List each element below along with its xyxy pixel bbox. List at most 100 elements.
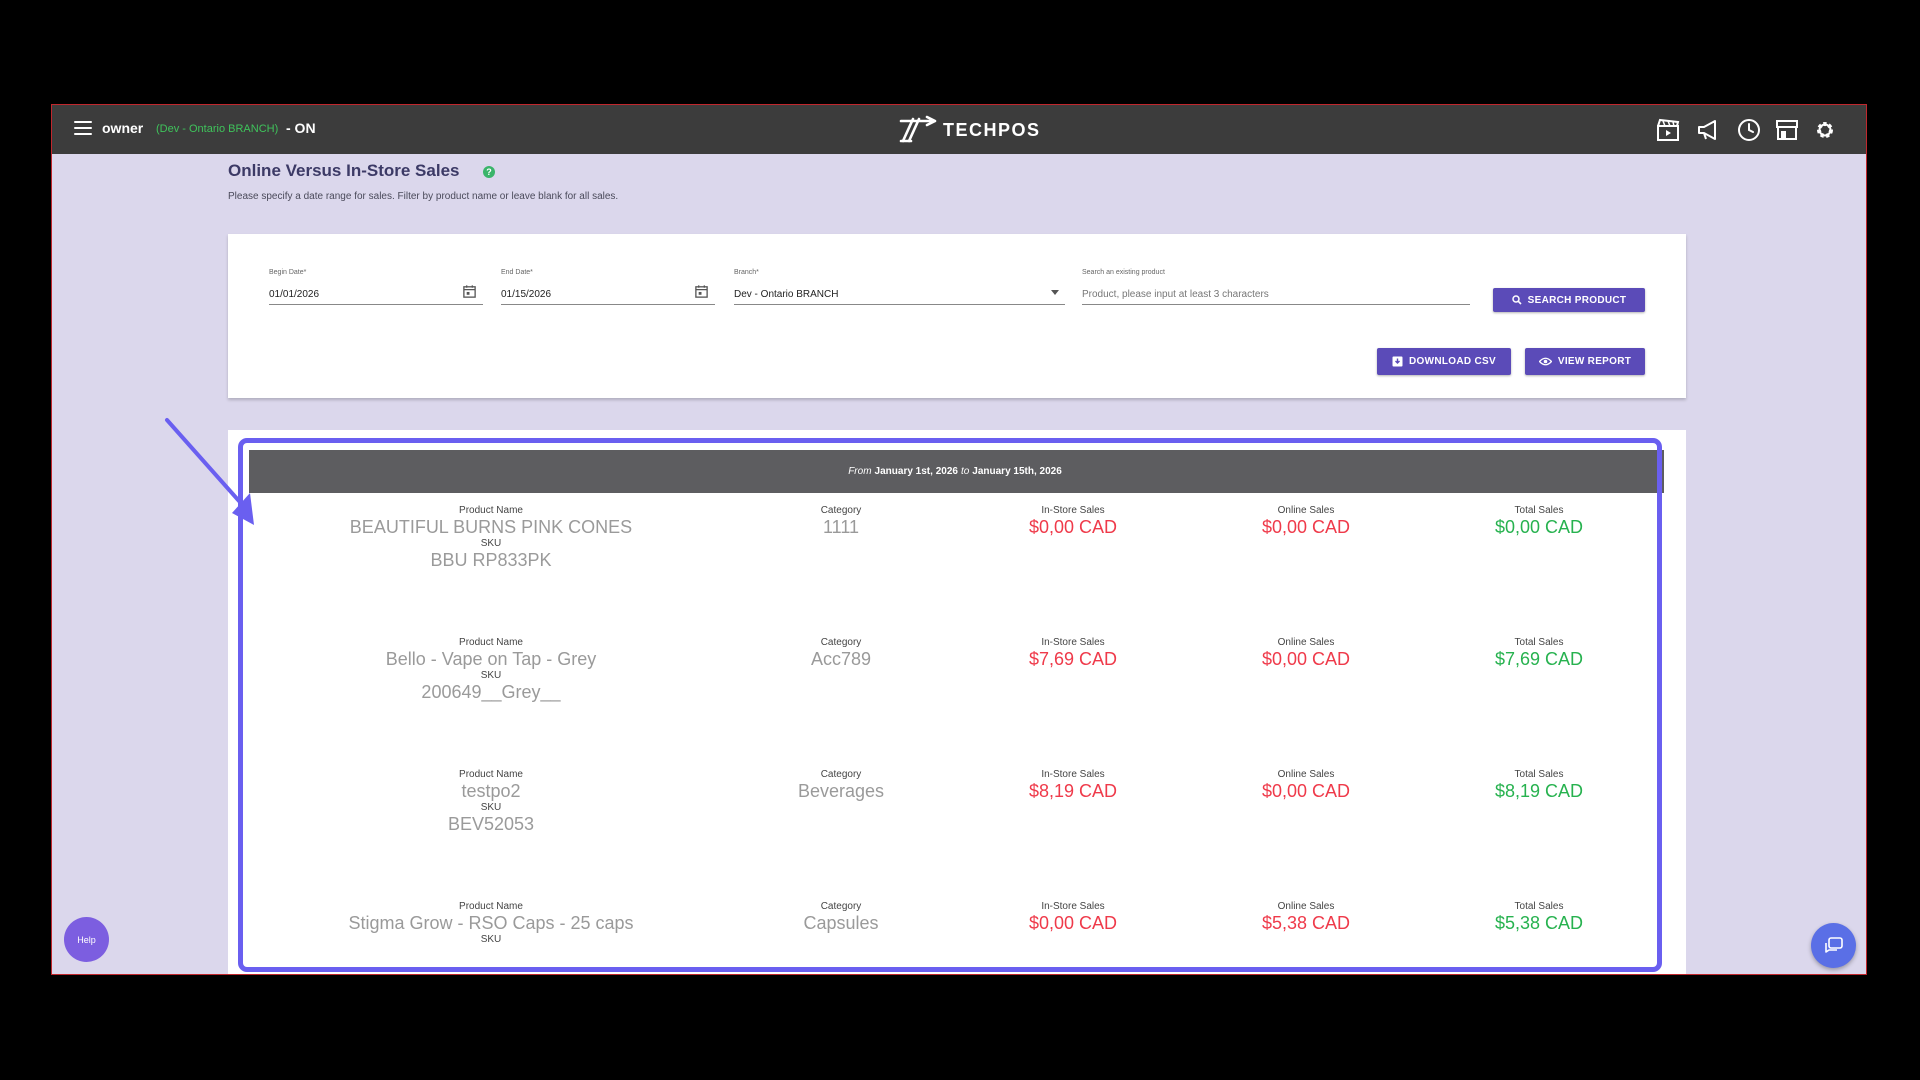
branch-indicator: (Dev - Ontario BRANCH): [156, 123, 279, 135]
report-card: [228, 430, 1686, 974]
table-row: Product Name BEAUTIFUL BURNS PINK CONES …: [249, 505, 1664, 635]
chat-button[interactable]: [1811, 923, 1856, 968]
page-subtitle: Please specify a date range for sales. F…: [228, 191, 619, 202]
online-status: - ON: [286, 120, 316, 136]
online-value: $0,00 CAD: [1261, 517, 1351, 537]
product-name: BEAUTIFUL BURNS PINK CONES: [349, 517, 633, 537]
begin-date-label: Begin Date*: [269, 269, 307, 276]
total-value: $0,00 CAD: [1494, 517, 1584, 537]
branch-value: Dev - Ontario BRANCH: [734, 289, 839, 300]
megaphone-icon[interactable]: [1696, 117, 1722, 143]
view-report-button[interactable]: VIEW REPORT: [1525, 348, 1645, 375]
eye-icon: [1538, 357, 1552, 366]
end-date-label: End Date*: [501, 269, 533, 276]
to-word: to: [960, 466, 970, 477]
user-name: owner: [102, 120, 144, 136]
category-value: Capsules: [803, 913, 879, 933]
product-name: testpo2: [461, 781, 521, 801]
total-cell: Total Sales $5,38 CAD: [1494, 901, 1584, 933]
help-question-icon[interactable]: ?: [483, 166, 495, 178]
product-name: Bello - Vape on Tap - Grey: [385, 649, 597, 669]
help-button[interactable]: Help: [64, 917, 109, 962]
techpos-logo: TECHPOS: [899, 114, 1041, 146]
instore-cell: In-Store Sales $7,69 CAD: [1028, 637, 1118, 669]
online-value: $0,00 CAD: [1261, 649, 1351, 669]
end-date-field[interactable]: End Date* 01/15/2026: [501, 269, 715, 305]
category-value: Beverages: [797, 781, 885, 801]
begin-date-value: 01/01/2026: [269, 289, 320, 300]
product-sku: 200649__Grey__: [421, 682, 561, 702]
total-value: $8,19 CAD: [1494, 781, 1584, 801]
instore-cell: In-Store Sales $0,00 CAD: [1028, 901, 1118, 933]
product-search-input[interactable]: Product, please input at least 3 charact…: [1082, 289, 1269, 300]
download-icon: [1392, 356, 1403, 367]
hamburger-menu-icon[interactable]: [74, 121, 92, 135]
category-value: 1111: [822, 517, 860, 537]
table-row: Product Name testpo2 SKU BEV52053 Catego…: [249, 769, 1664, 899]
instore-value: $0,00 CAD: [1028, 913, 1118, 933]
logo-text: TECHPOS: [943, 119, 1041, 140]
from-word: From: [848, 466, 872, 477]
product-sku: BBU RP833PK: [430, 550, 552, 570]
category-cell: Category Capsules: [803, 901, 879, 933]
product-search-label: Search an existing product: [1082, 269, 1165, 276]
online-cell: Online Sales $0,00 CAD: [1261, 637, 1351, 669]
calendar-icon[interactable]: [462, 284, 477, 299]
top-bar: owner (Dev - Ontario BRANCH) - ON TECHPO…: [52, 105, 1866, 154]
end-date-value: 01/15/2026: [501, 289, 552, 300]
download-csv-button[interactable]: DOWNLOAD CSV: [1377, 348, 1511, 375]
total-cell: Total Sales $8,19 CAD: [1494, 769, 1584, 801]
product-cell: Product Name Stigma Grow - RSO Caps - 25…: [348, 901, 634, 945]
product-cell: Product Name testpo2 SKU BEV52053: [447, 769, 535, 834]
online-cell: Online Sales $0,00 CAD: [1261, 505, 1351, 537]
online-cell: Online Sales $5,38 CAD: [1261, 901, 1351, 933]
gear-icon[interactable]: [1812, 117, 1838, 143]
instore-value: $7,69 CAD: [1028, 649, 1118, 669]
to-date: January 15th, 2026: [972, 466, 1062, 477]
total-cell: Total Sales $0,00 CAD: [1494, 505, 1584, 537]
online-value: $0,00 CAD: [1261, 781, 1351, 801]
page-title: Online Versus In-Store Sales: [228, 161, 460, 180]
category-cell: Category Acc789: [810, 637, 872, 669]
product-name: Stigma Grow - RSO Caps - 25 caps: [348, 913, 634, 933]
download-csv-label: DOWNLOAD CSV: [1409, 356, 1496, 367]
online-cell: Online Sales $0,00 CAD: [1261, 769, 1351, 801]
table-row: Product Name Bello - Vape on Tap - Grey …: [249, 637, 1664, 767]
total-value: $5,38 CAD: [1494, 913, 1584, 933]
branch-select[interactable]: Branch* Dev - Ontario BRANCH: [734, 269, 1065, 305]
techpos-logo-icon: [899, 115, 937, 143]
table-row: Product Name Stigma Grow - RSO Caps - 25…: [249, 901, 1664, 965]
clapperboard-icon[interactable]: [1655, 117, 1681, 143]
total-value: $7,69 CAD: [1494, 649, 1584, 669]
filter-card: Begin Date* 01/01/2026 End Date* 01/15/2…: [228, 234, 1686, 398]
product-search-field[interactable]: Search an existing product Product, plea…: [1082, 269, 1470, 305]
from-date: January 1st, 2026: [874, 466, 958, 477]
annotation-arrow: [165, 418, 254, 525]
category-cell: Category 1111: [820, 505, 862, 537]
total-cell: Total Sales $7,69 CAD: [1494, 637, 1584, 669]
product-cell: Product Name Bello - Vape on Tap - Grey …: [385, 637, 597, 702]
search-product-button[interactable]: SEARCH PRODUCT: [1493, 288, 1645, 312]
search-product-label: SEARCH PRODUCT: [1527, 294, 1627, 306]
calendar-icon[interactable]: [694, 284, 709, 299]
clock-icon[interactable]: [1736, 117, 1762, 143]
chevron-down-icon: [1051, 290, 1059, 295]
product-cell: Product Name BEAUTIFUL BURNS PINK CONES …: [349, 505, 633, 570]
instore-cell: In-Store Sales $8,19 CAD: [1028, 769, 1118, 801]
instore-value: $8,19 CAD: [1028, 781, 1118, 801]
app-window: owner (Dev - Ontario BRANCH) - ON TECHPO…: [51, 104, 1867, 975]
category-cell: Category Beverages: [797, 769, 885, 801]
instore-cell: In-Store Sales $0,00 CAD: [1028, 505, 1118, 537]
date-range-header: From January 1st, 2026 to January 15th, …: [249, 450, 1664, 493]
search-icon: [1511, 295, 1522, 305]
instore-value: $0,00 CAD: [1028, 517, 1118, 537]
product-sku: BEV52053: [447, 814, 535, 834]
view-report-label: VIEW REPORT: [1557, 356, 1632, 367]
store-icon[interactable]: [1774, 117, 1800, 143]
chat-icon: [1824, 936, 1843, 953]
branch-label: Branch*: [734, 269, 759, 276]
category-value: Acc789: [810, 649, 872, 669]
begin-date-field[interactable]: Begin Date* 01/01/2026: [269, 269, 483, 305]
report-rows: Product Name BEAUTIFUL BURNS PINK CONES …: [249, 495, 1664, 965]
online-value: $5,38 CAD: [1261, 913, 1351, 933]
